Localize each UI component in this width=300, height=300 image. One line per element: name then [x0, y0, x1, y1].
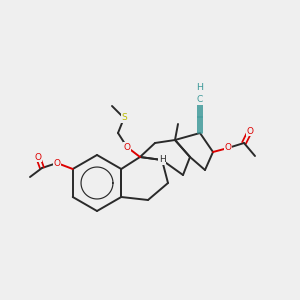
Text: H: H: [196, 83, 203, 92]
Text: S: S: [121, 113, 127, 122]
Text: O: O: [34, 152, 41, 161]
Text: C: C: [197, 95, 203, 104]
Text: O: O: [124, 142, 130, 152]
Text: H: H: [159, 155, 165, 164]
Text: O: O: [53, 158, 61, 167]
Text: O: O: [224, 143, 232, 152]
Text: O: O: [247, 127, 254, 136]
